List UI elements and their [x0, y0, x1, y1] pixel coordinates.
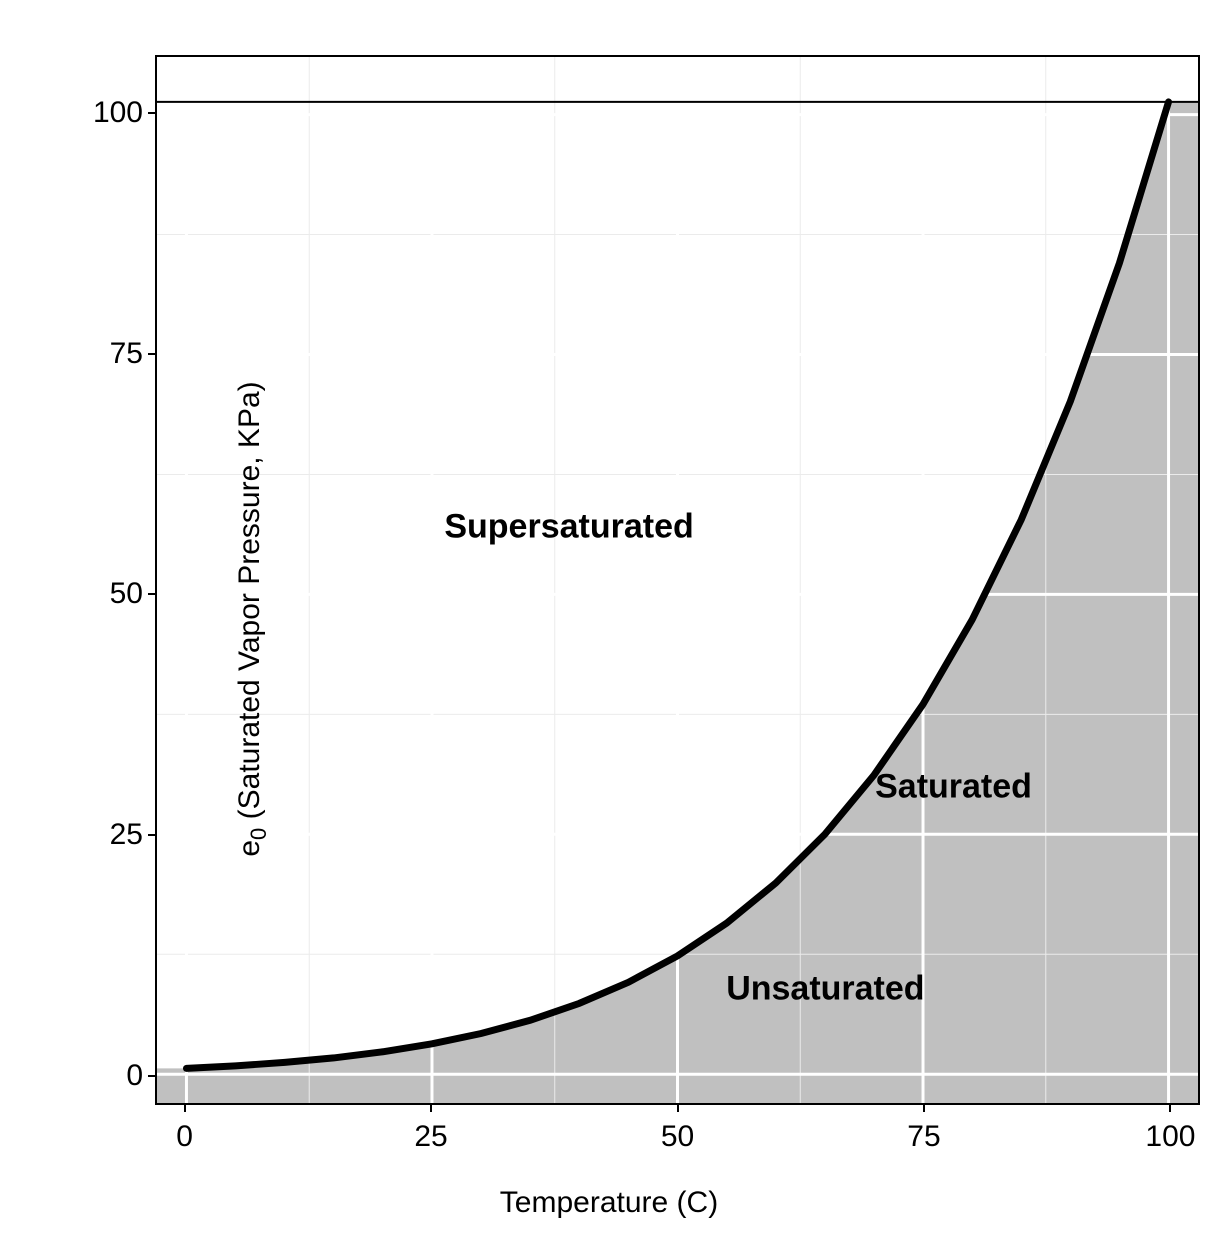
- y-tick-mark: [148, 1075, 155, 1077]
- y-tick-mark: [148, 112, 155, 114]
- y-tick-label-100: 100: [93, 96, 143, 130]
- x-tick-label-0: 0: [176, 1120, 193, 1154]
- x-tick-mark: [677, 1105, 679, 1112]
- y-tick-mark: [148, 593, 155, 595]
- x-tick-label-50: 50: [661, 1120, 694, 1154]
- x-tick-mark: [430, 1105, 432, 1112]
- y-axis-label-subscript: 0: [246, 828, 271, 840]
- annotation-supersaturated: Supersaturated: [444, 508, 693, 547]
- y-axis-label-prefix: e: [233, 840, 266, 857]
- plot-svg: [157, 57, 1198, 1103]
- x-tick-mark: [923, 1105, 925, 1112]
- annotation-unsaturated: Unsaturated: [726, 970, 924, 1009]
- x-tick-label-100: 100: [1145, 1120, 1195, 1154]
- y-tick-mark: [148, 353, 155, 355]
- x-axis-label: Temperature (C): [500, 1186, 718, 1220]
- x-tick-mark: [1169, 1105, 1171, 1112]
- x-tick-label-25: 25: [414, 1120, 447, 1154]
- y-axis-label-suffix: (Saturated Vapor Pressure, KPa): [233, 381, 266, 827]
- y-tick-label-50: 50: [110, 577, 143, 611]
- y-tick-label-25: 25: [110, 818, 143, 852]
- vapor-pressure-chart: e0 (Saturated Vapor Pressure, KPa) Tempe…: [0, 0, 1218, 1238]
- x-tick-label-75: 75: [907, 1120, 940, 1154]
- y-tick-label-0: 0: [126, 1059, 143, 1093]
- annotation-saturated: Saturated: [875, 768, 1032, 807]
- y-tick-label-75: 75: [110, 337, 143, 371]
- y-tick-mark: [148, 834, 155, 836]
- y-axis-label: e0 (Saturated Vapor Pressure, KPa): [233, 381, 272, 856]
- plot-area: [155, 55, 1200, 1105]
- x-tick-mark: [184, 1105, 186, 1112]
